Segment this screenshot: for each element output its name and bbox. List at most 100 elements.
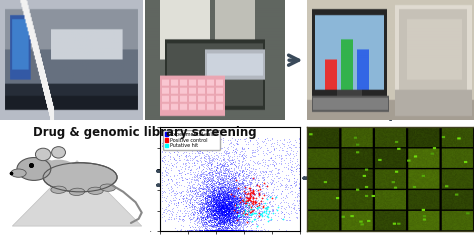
Point [212,136,220,140]
Point [225,213,232,217]
Point [212,151,220,154]
Point [212,196,219,200]
Point [210,208,218,212]
Point [215,209,223,213]
Point [191,204,198,208]
Point [224,198,231,201]
Point [219,158,227,162]
Legend: Experimental value, Positive control, Putative hit: Experimental value, Positive control, Pu… [163,130,220,150]
Point [222,168,230,172]
Point [225,203,232,206]
Point [201,208,208,211]
Point [236,209,243,213]
Point [216,228,223,232]
Point [211,215,219,219]
Point [228,178,236,182]
Point [219,214,226,218]
Point [186,220,194,224]
Point [203,224,210,228]
Point [219,197,227,200]
Point [218,205,226,208]
Point [203,196,210,199]
Point [184,214,191,217]
Point [218,205,225,208]
Point [210,208,218,211]
Point [223,206,230,210]
Point [174,201,182,205]
Point [221,210,229,214]
Point [210,204,218,208]
Point [212,197,219,201]
Point [209,204,217,207]
Point [219,216,227,220]
Point [267,144,274,148]
Point [223,172,230,175]
Point [222,187,230,190]
Point [233,197,240,201]
Point [228,227,235,230]
Point [212,201,219,205]
Point [193,220,201,224]
Point [238,193,246,197]
Point [236,198,243,202]
Point [231,212,239,216]
Point [293,157,301,160]
Point [227,197,235,200]
Point [231,188,239,192]
Point [231,208,238,212]
Point [229,199,237,203]
Point [208,215,216,219]
Point [220,228,228,232]
Point [264,212,272,215]
Point [214,202,221,205]
Point [226,179,234,183]
Point [225,192,232,196]
Point [232,152,240,155]
Point [193,200,201,204]
Point [223,215,230,219]
Point [235,209,243,212]
Point [216,222,224,226]
Point [198,205,206,209]
Point [214,211,221,214]
Point [212,200,219,203]
Point [219,209,226,213]
Point [232,202,239,206]
Point [228,136,236,140]
Point [226,215,233,219]
Point [242,166,249,170]
Point [213,211,221,215]
Point [226,228,234,232]
Point [239,173,246,177]
Point [223,219,231,223]
Point [203,213,211,217]
Point [225,207,233,211]
Point [160,211,168,214]
Point [271,202,279,206]
Point [223,198,230,202]
Point [249,159,257,163]
Point [219,201,227,204]
Point [213,165,221,169]
Point [233,205,240,208]
Point [245,211,252,215]
Point [232,189,239,193]
Point [228,222,235,226]
Point [233,213,240,217]
Point [194,211,202,215]
Point [196,228,204,232]
Point [229,225,237,229]
Point [217,228,224,232]
Point [203,218,211,222]
Point [227,177,234,181]
Point [239,228,246,232]
Point [237,172,244,175]
Point [225,228,232,232]
Point [204,197,212,201]
Ellipse shape [88,187,103,194]
Point [249,205,256,208]
Point [161,190,169,194]
Point [215,228,223,232]
Point [226,212,233,216]
Point [248,151,255,155]
